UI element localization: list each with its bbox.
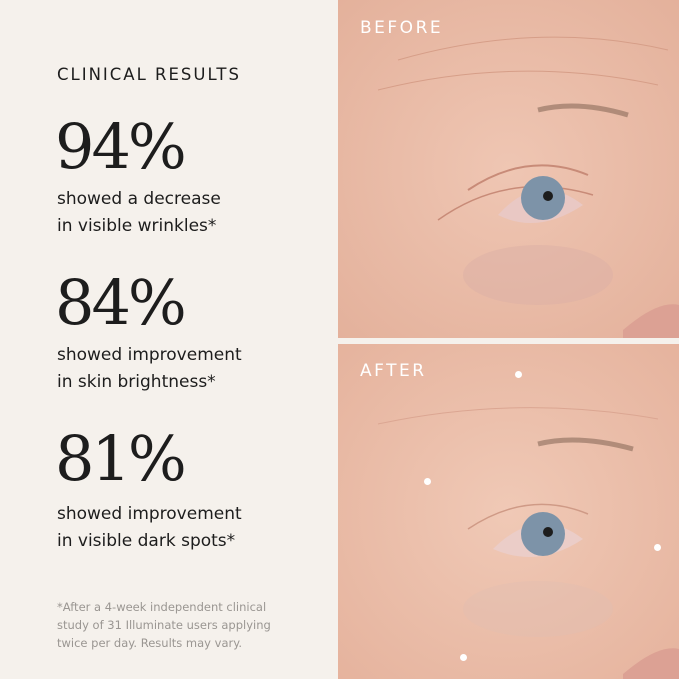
footnote-line: study of 31 Illuminate users applying	[57, 618, 271, 632]
desc-line: in visible dark spots*	[57, 531, 236, 551]
eye-image-after	[338, 344, 679, 679]
desc-line: showed improvement	[57, 345, 242, 365]
footnote: *After a 4-week independent clinical stud…	[57, 598, 327, 652]
eye-image-before	[338, 0, 679, 338]
after-label: AFTER	[360, 361, 427, 381]
clinical-results-panel: CLINICAL RESULTS 94% showed a decrease in…	[0, 0, 338, 679]
marker-dot	[515, 371, 522, 378]
divider	[338, 338, 679, 344]
before-label: BEFORE	[360, 18, 444, 38]
heading: CLINICAL RESULTS	[57, 65, 241, 84]
stat-value-brightness: 84%	[55, 266, 187, 339]
desc-line: in skin brightness*	[57, 372, 216, 392]
stat-desc-wrinkles: showed a decrease in visible wrinkles*	[57, 186, 221, 240]
footnote-line: twice per day. Results may vary.	[57, 636, 243, 650]
desc-line: showed a decrease	[57, 189, 221, 209]
before-photo: BEFORE	[338, 0, 679, 338]
marker-dot	[460, 654, 467, 661]
desc-line: showed improvement	[57, 504, 242, 524]
stat-desc-brightness: showed improvement in skin brightness*	[57, 342, 242, 396]
stat-desc-dark-spots: showed improvement in visible dark spots*	[57, 501, 242, 555]
marker-dot	[654, 544, 661, 551]
marker-dot	[424, 478, 431, 485]
footnote-line: *After a 4-week independent clinical	[57, 600, 267, 614]
desc-line: in visible wrinkles*	[57, 216, 217, 236]
stat-value-dark-spots: 81%	[55, 422, 187, 495]
after-photo: AFTER	[338, 344, 679, 679]
stat-value-wrinkles: 94%	[55, 110, 187, 183]
